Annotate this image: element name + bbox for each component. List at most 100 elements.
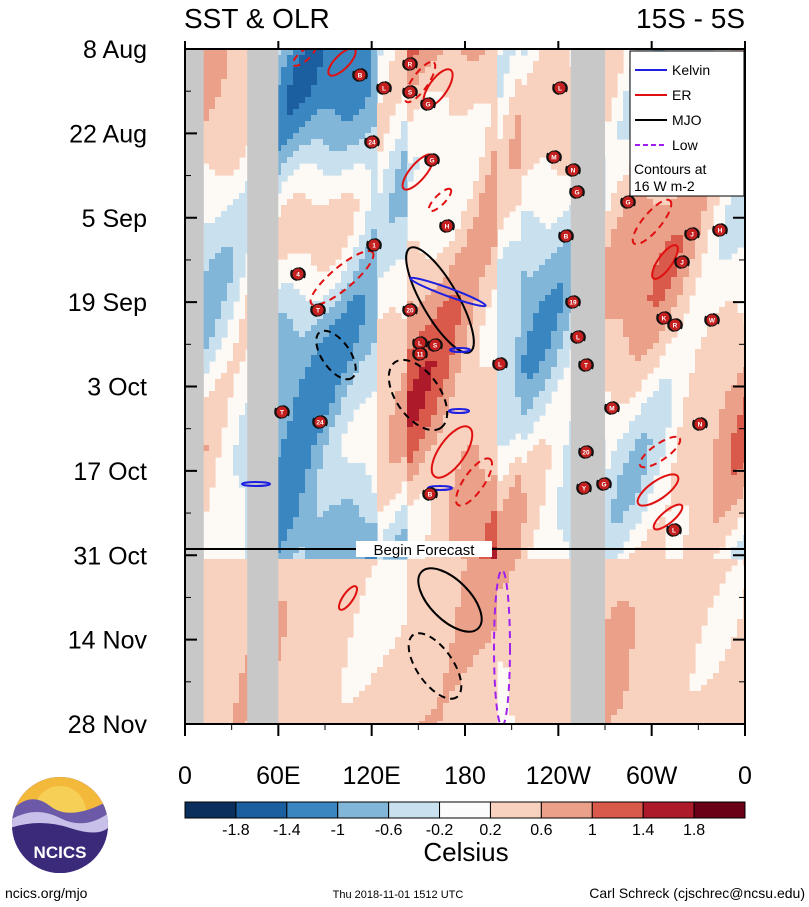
sst-cell [485,511,492,518]
sst-cell [323,325,330,332]
sst-cell [359,367,366,374]
sst-cell [365,301,372,308]
sst-cell [293,409,300,416]
sst-cell [221,151,228,158]
sst-cell [479,403,486,410]
sst-cell [347,463,354,470]
sst-cell [359,583,366,590]
sst-cell [287,427,294,434]
sst-cell [221,307,228,314]
sst-cell [431,715,438,722]
sst-cell [437,439,444,446]
sst-cell [281,475,288,482]
sst-cell [335,589,342,596]
sst-cell [425,361,432,368]
sst-cell [377,433,384,440]
sst-cell [209,415,216,422]
sst-cell [479,91,486,98]
sst-cell [455,499,462,506]
sst-cell [437,289,444,296]
sst-cell [215,133,222,140]
sst-cell [389,313,396,320]
sst-cell [425,259,432,266]
sst-cell [299,715,306,722]
sst-cell [461,463,468,470]
sst-cell [305,379,312,386]
sst-cell [215,49,222,56]
sst-cell [221,139,228,146]
sst-cell [479,565,486,572]
sst-cell [227,301,234,308]
sst-cell [515,643,522,650]
sst-cell [395,409,402,416]
sst-cell [389,469,396,476]
sst-cell [299,625,306,632]
sst-cell [437,277,444,284]
sst-cell [293,361,300,368]
sst-cell [227,67,234,74]
sst-cell [383,115,390,122]
sst-cell [503,55,510,62]
sst-cell [491,589,498,596]
sst-cell [323,445,330,452]
sst-cell [503,547,510,554]
sst-cell [383,487,390,494]
sst-cell [449,91,456,98]
sst-cell [425,649,432,656]
sst-cell [515,331,522,338]
sst-cell [311,541,318,548]
sst-cell [299,241,306,248]
sst-cell [437,445,444,452]
sst-cell [317,571,324,578]
sst-cell [233,115,240,122]
sst-cell [299,589,306,596]
sst-cell [479,505,486,512]
sst-cell [491,427,498,434]
sst-cell [215,127,222,134]
sst-cell [311,427,318,434]
sst-cell [461,469,468,476]
sst-cell [389,91,396,98]
sst-cell [305,655,312,662]
sst-cell [323,145,330,152]
sst-cell [479,199,486,206]
sst-cell [287,499,294,506]
sst-cell [485,649,492,656]
sst-cell [485,235,492,242]
sst-cell [491,421,498,428]
sst-cell [227,631,234,638]
sst-cell [239,271,246,278]
sst-cell [233,241,240,248]
sst-cell [461,85,468,92]
sst-cell [419,625,426,632]
sst-cell [383,217,390,224]
sst-cell [395,67,402,74]
sst-cell [353,343,360,350]
sst-cell [335,499,342,506]
sst-cell [281,49,288,56]
sst-cell [437,409,444,416]
sst-cell [467,457,474,464]
sst-cell [431,481,438,488]
sst-cell [233,577,240,584]
sst-cell [449,79,456,86]
sst-cell [443,505,450,512]
sst-cell [353,139,360,146]
sst-cell [335,553,342,560]
sst-cell [335,127,342,134]
sst-cell [413,67,420,74]
sst-cell [323,391,330,398]
sst-cell [413,379,420,386]
sst-cell [449,289,456,296]
sst-cell [215,649,222,656]
sst-cell [503,181,510,188]
sst-cell [293,517,300,524]
sst-cell [401,349,408,356]
sst-cell [239,193,246,200]
sst-cell [323,451,330,458]
sst-cell [347,223,354,230]
sst-cell [455,511,462,518]
sst-cell [293,301,300,308]
sst-cell [281,343,288,350]
sst-cell [323,427,330,434]
